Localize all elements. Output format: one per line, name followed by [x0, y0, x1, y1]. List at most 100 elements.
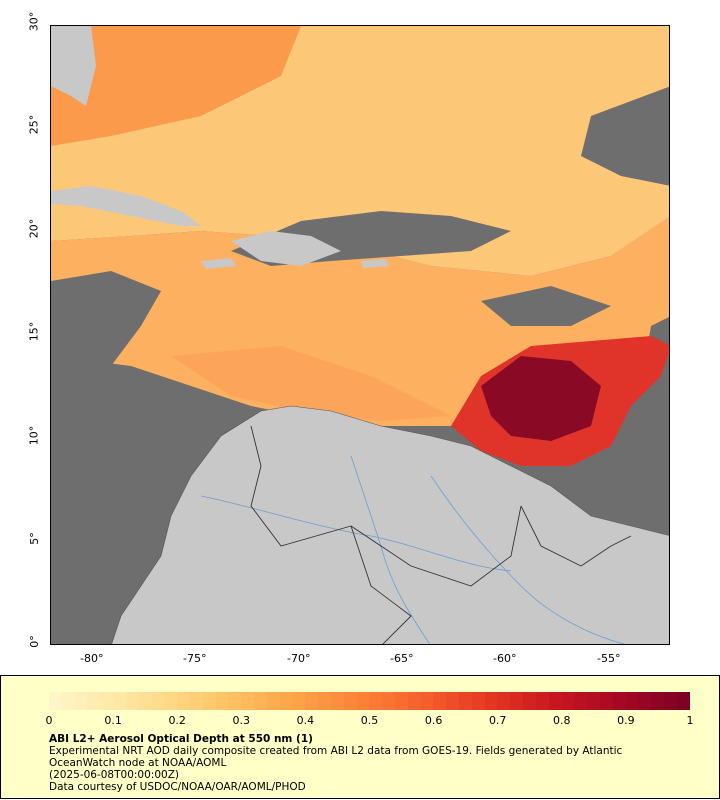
- colorbar-cell: [305, 692, 319, 710]
- colorbar-tick-label: 0.3: [232, 714, 251, 727]
- colorbar-cell: [638, 692, 652, 710]
- colorbar-cell: [279, 692, 293, 710]
- colorbar-cell: [49, 692, 62, 710]
- colorbar-tick-label: 0.5: [360, 714, 379, 727]
- colorbar-cell: [74, 692, 88, 710]
- colorbar-tick-label: 0.9: [617, 714, 635, 727]
- colorbar-cell: [394, 692, 408, 710]
- x-tick-label: -55°: [597, 652, 621, 665]
- y-tick-label: 20°: [27, 218, 41, 239]
- colorbar-cell: [599, 692, 613, 710]
- colorbar: [49, 692, 690, 710]
- country-border: [250, 425, 412, 644]
- colorbar-cell: [113, 692, 126, 710]
- colorbar-cell: [587, 692, 600, 710]
- colorbar-cell: [228, 692, 242, 710]
- colorbar-cell: [369, 692, 383, 710]
- colorbar-cell: [676, 692, 690, 710]
- colorbar-cell: [510, 692, 524, 710]
- colorbar-cell: [266, 692, 280, 710]
- colorbar-tick-label: 0.8: [553, 714, 571, 727]
- colorbar-cell: [561, 692, 575, 710]
- jamaica-land: [201, 258, 236, 269]
- legend-title: ABI L2+ Aerosol Optical Depth at 550 nm …: [49, 733, 313, 745]
- legend-description: Experimental NRT AOD daily composite cre…: [49, 745, 623, 757]
- colorbar-cell: [189, 692, 203, 710]
- country-border: [520, 505, 632, 567]
- river: [430, 475, 626, 644]
- colorbar-cell: [484, 692, 498, 710]
- legend-timestamp: (2025-06-08T00:00:00Z): [49, 769, 179, 781]
- colorbar-cell: [138, 692, 152, 710]
- colorbar-tick-label: 0.1: [104, 714, 122, 727]
- y-tick-label: 15°: [27, 321, 41, 342]
- colorbar-cell: [625, 692, 639, 710]
- legend-credit: Data courtesy of USDOC/NOAA/OAR/AOML/PHO…: [49, 781, 306, 793]
- colorbar-cell: [497, 692, 511, 710]
- colorbar-cell: [330, 692, 344, 710]
- puerto-rico-land: [361, 259, 389, 268]
- y-tick-label: 5°: [27, 532, 41, 545]
- aod-field-orange-band: [171, 346, 451, 421]
- colorbar-cell: [612, 692, 626, 710]
- colorbar-tick-label: 1: [686, 714, 694, 727]
- colorbar-tick-label: 0.4: [296, 714, 315, 727]
- y-tick-label: 25°: [27, 114, 41, 135]
- colorbar-cell: [343, 692, 357, 710]
- colorbar-cell: [254, 692, 267, 710]
- aod-plume-core: [481, 356, 601, 441]
- legend-panel: ABI L2+ Aerosol Optical Depth at 550 nm …: [0, 675, 720, 799]
- colorbar-cell: [523, 692, 536, 710]
- country-border: [350, 505, 522, 587]
- colorbar-tick-label: 0.7: [488, 714, 507, 727]
- y-tick-label: 10°: [27, 425, 41, 446]
- colorbar-cell: [651, 692, 664, 710]
- colorbar-tick-label: 0.6: [424, 714, 443, 727]
- colorbar-cell: [151, 692, 165, 710]
- x-tick-label: -60°: [493, 652, 517, 665]
- x-tick-label: -70°: [287, 652, 311, 665]
- river: [200, 495, 512, 572]
- hispaniola-land: [231, 231, 341, 266]
- colorbar-cell: [548, 692, 562, 710]
- colorbar-cell: [433, 692, 447, 710]
- legend-description-cont: OceanWatch node at NOAA/AOML: [49, 757, 227, 769]
- colorbar-cell: [164, 692, 178, 710]
- colorbar-cell: [318, 692, 331, 710]
- colorbar-cell: [356, 692, 370, 710]
- colorbar-cell: [382, 692, 395, 710]
- colorbar-cell: [459, 692, 472, 710]
- colorbar-cell: [241, 692, 254, 710]
- south-america-land: [111, 405, 669, 644]
- x-tick-label: -75°: [183, 652, 207, 665]
- aod-map: [51, 26, 669, 644]
- y-tick-label: 30°: [27, 11, 41, 32]
- no-data-patch: [51, 271, 161, 446]
- colorbar-cell: [407, 692, 421, 710]
- colorbar-cell: [292, 692, 306, 710]
- colorbar-cell: [202, 692, 216, 710]
- colorbar-tick-label: 0.2: [168, 714, 186, 727]
- colorbar-cell: [535, 692, 549, 710]
- y-tick-label: 0°: [27, 635, 41, 648]
- cuba-land: [51, 186, 201, 226]
- colorbar-cell: [664, 692, 677, 710]
- florida-land: [51, 26, 96, 106]
- colorbar-cell: [446, 692, 459, 710]
- colorbar-cell: [100, 692, 114, 710]
- colorbar-cell: [87, 692, 101, 710]
- x-tick-label: -65°: [390, 652, 414, 665]
- colorbar-tick-label: 0: [45, 714, 53, 727]
- x-tick-label: -80°: [80, 652, 104, 665]
- no-data-patch: [481, 286, 611, 326]
- colorbar-cell: [471, 692, 485, 710]
- aod-field-upper-orange: [51, 26, 301, 146]
- colorbar-cell: [125, 692, 139, 710]
- colorbar-cell: [61, 692, 75, 710]
- colorbar-cell: [177, 692, 190, 710]
- colorbar-cell: [215, 692, 229, 710]
- map-panel: [50, 25, 670, 645]
- colorbar-cell: [574, 692, 588, 710]
- colorbar-cell: [420, 692, 434, 710]
- no-data-patch: [581, 86, 669, 186]
